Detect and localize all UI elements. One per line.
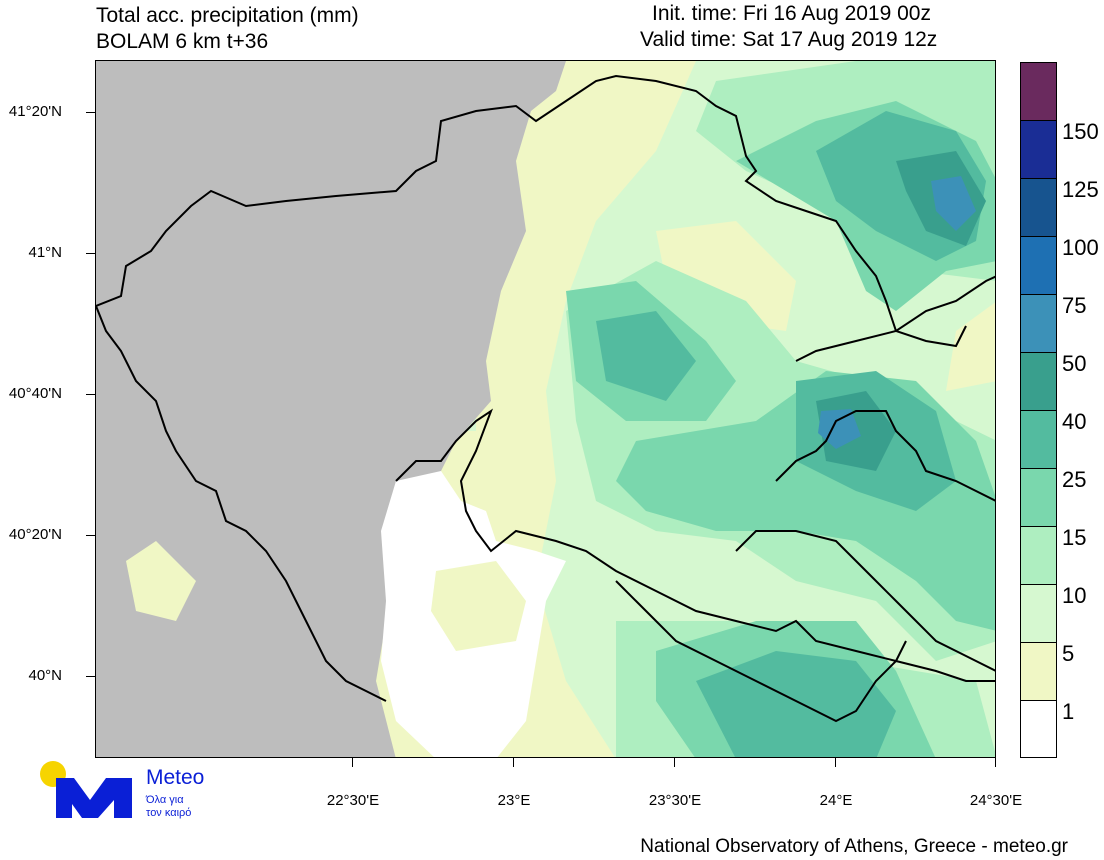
lat-label: 40°20'N [8,526,62,543]
logo-brand: Meteo [146,766,205,789]
chalkidiki-north [775,410,995,502]
footer-credit: National Observatory of Athens, Greece -… [640,836,1068,857]
legend-label: 50 [1062,351,1087,376]
legend-box-below-1 [1021,701,1056,757]
northern-border [96,74,967,348]
lon-label: 22°30'E [326,792,380,809]
lat-tick [86,394,95,395]
precip-zone-25-40-west [596,311,696,401]
legend-box-10-15 [1021,527,1056,585]
legend-box-15-25 [1021,469,1056,527]
lon-tick [835,758,836,767]
legend-box-5-10 [1021,585,1056,643]
lat-tick [86,112,95,113]
lat-label: 40°N [28,667,62,684]
legend-label: 40 [1062,409,1087,434]
lon-label: 24°30'E [969,792,1023,809]
thasos-strait-coast [795,275,995,362]
legend-box-75-100 [1021,237,1056,295]
coastlines-and-borders [96,74,995,723]
north-coastline [395,408,995,682]
legend-label: 15 [1062,525,1087,550]
precip-zone-50-75-ne [931,176,976,231]
legend-label: 25 [1062,467,1087,492]
logo-tagline-line1: Όλα για [146,794,184,806]
kassandra-coast [615,580,907,723]
precip-zone-1-5-north [656,221,796,331]
legend-label: 5 [1062,641,1075,666]
legend-box-50-75 [1021,295,1056,353]
m-letter-icon [56,778,132,818]
gulf-low-precip-patch [431,561,526,651]
lon-tick [352,758,353,767]
legend-box-1-5 [1021,643,1056,701]
map-title: Total acc. precipitation (mm) [96,4,359,27]
legend-box-above-150 [1021,63,1056,121]
map-canvas [96,61,995,757]
precipitation-map [95,60,996,758]
logo-tagline-line2: τον καιρό [146,807,192,819]
legend-label: 100 [1062,235,1099,260]
lon-label: 23°E [497,792,531,809]
lat-tick [86,535,95,536]
precip-colorbar [1020,62,1057,758]
precip-zone-1-5-sw-patch [126,541,196,621]
masked-area [96,61,566,757]
legend-box-100-125 [1021,179,1056,237]
legend-label: 125 [1062,177,1099,202]
legend-label: 1 [1062,699,1075,724]
lat-tick [86,676,95,677]
legend-box-40-50 [1021,353,1056,411]
lat-label: 40°40'N [8,385,62,402]
meteo-logo-mark [40,761,132,818]
lon-tick [995,758,996,767]
legend-label: 75 [1062,293,1087,318]
init-time: Init. time: Fri 16 Aug 2019 00z [652,2,931,25]
lon-tick [674,758,675,767]
legend-box-25-40 [1021,411,1056,469]
legend-label: 150 [1062,119,1099,144]
valid-time: Valid time: Sat 17 Aug 2019 12z [640,28,938,51]
lon-label: 23°30'E [648,792,702,809]
lat-tick [86,253,95,254]
legend-box-125-150 [1021,121,1056,179]
lon-tick [513,758,514,767]
lat-label: 41°20'N [8,103,62,120]
meteo-logo[interactable]: Meteo Όλα για τον καιρό [36,760,214,824]
model-subtitle: BOLAM 6 km t+36 [96,30,269,53]
lat-label: 41°N [28,244,62,261]
western-border [96,305,387,702]
precip-zone-1-5-east [946,302,995,391]
legend-label: 10 [1062,583,1087,608]
sithonia-coast [735,530,995,672]
lon-label: 24°E [819,792,853,809]
precip-zone-25-40-south [696,651,896,757]
precip-zone-50-75-center [818,409,861,449]
